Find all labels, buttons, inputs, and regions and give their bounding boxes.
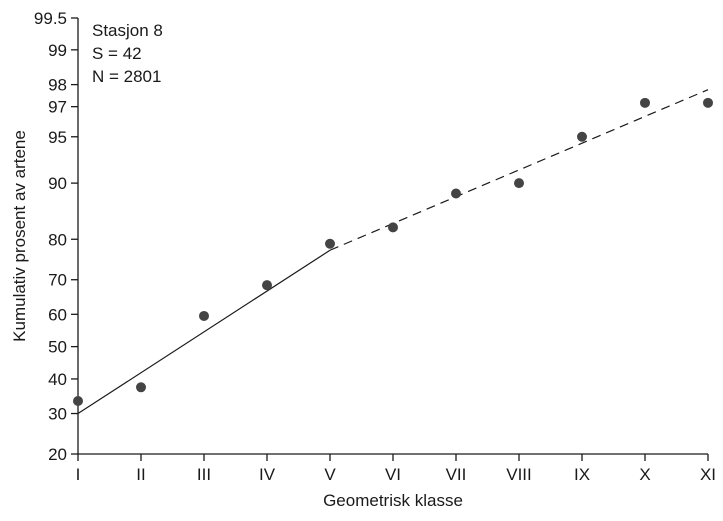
- data-point: [136, 382, 146, 393]
- data-point: [388, 222, 398, 233]
- x-tick-label: I: [76, 465, 81, 484]
- y-ticks: 20 30 40 50 60 70 80 90 95 97 98 99 99.5: [34, 9, 78, 464]
- x-tick-label: X: [639, 465, 650, 484]
- y-tick-label: 20: [48, 445, 67, 464]
- y-tick-label: 98: [48, 76, 67, 95]
- data-point: [262, 280, 272, 291]
- y-tick-label: 90: [48, 174, 67, 193]
- x-tick-label: V: [324, 465, 336, 484]
- y-tick-label: 40: [48, 370, 67, 389]
- x-tick-label: IX: [574, 465, 590, 484]
- data-point: [514, 178, 524, 189]
- fit-line-solid: [77, 249, 331, 415]
- y-tick-label: 95: [48, 128, 67, 147]
- data-point: [703, 97, 713, 108]
- fit-lines: [77, 89, 709, 415]
- data-point: [451, 188, 461, 199]
- x-tick-label: VIII: [506, 465, 532, 484]
- x-ticks: I II III IV V VI VII VIII IX X XI: [76, 454, 716, 484]
- y-tick-label: 30: [48, 405, 67, 424]
- data-point: [73, 395, 83, 406]
- data-point: [577, 131, 587, 142]
- x-tick-label: VII: [446, 465, 467, 484]
- x-tick-label: XI: [700, 465, 716, 484]
- y-tick-label: 50: [48, 338, 67, 357]
- data-point: [199, 310, 209, 321]
- x-tick-label: II: [136, 465, 145, 484]
- y-tick-label: 99.5: [34, 9, 67, 28]
- data-points: [73, 97, 713, 406]
- y-tick-label: 97: [48, 98, 67, 117]
- species-count-label: S = 42: [92, 44, 142, 63]
- station-label: Stasjon 8: [92, 21, 163, 40]
- x-tick-label: IV: [259, 465, 276, 484]
- x-tick-label: III: [197, 465, 211, 484]
- y-tick-label: 80: [48, 230, 67, 249]
- x-axis-title: Geometrisk klasse: [323, 491, 463, 510]
- fit-line-dashed: [329, 89, 709, 251]
- data-point: [640, 97, 650, 108]
- x-tick-label: VI: [385, 465, 401, 484]
- data-point: [325, 238, 335, 249]
- y-axis-title: Kumulativ prosent av artene: [10, 130, 29, 342]
- axes: [77, 18, 708, 455]
- individual-count-label: N = 2801: [92, 67, 161, 86]
- y-tick-label: 99: [48, 41, 67, 60]
- y-tick-label: 60: [48, 305, 67, 324]
- y-tick-label: 70: [48, 271, 67, 290]
